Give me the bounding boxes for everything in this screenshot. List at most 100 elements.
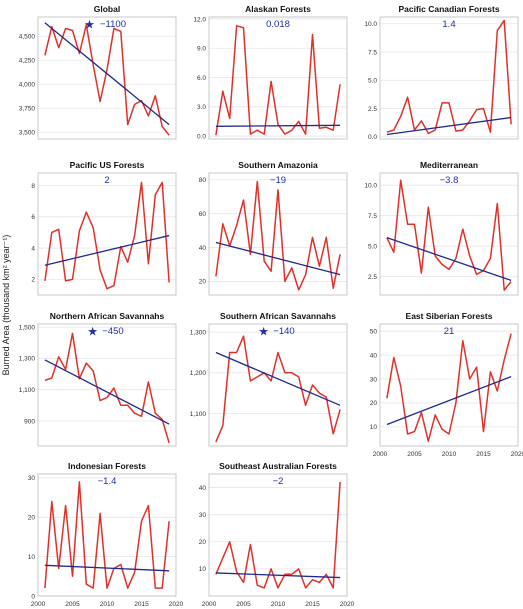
panel-northern-african: 900 1,100 1,300 1,500 Northern African Savan… [19,311,177,447]
panel-mediterranean: 2.5 5.0 7.5 10.0 Mediterranean −3.8 [364,160,519,296]
y-tick-label: 1,200 [190,370,207,377]
y-tick-label: 10 [199,566,207,573]
trend-value-label: 21 [444,326,455,337]
y-tick-label: 40 [370,352,378,359]
panel-title: Pacific Canadian Forests [398,4,499,14]
trend-line [44,359,170,425]
panel-pacific-us: 2 4 6 8 Pacific US Forests 2 [31,160,177,296]
trend-value-label: −19 [270,175,286,186]
observed-series-line [44,481,170,589]
x-tick-label: 2020 [340,601,355,608]
significance-star-icon: ★ [84,18,95,32]
y-tick-label: 6 [31,214,35,221]
trend-value-label: −140 [273,326,294,337]
y-tick-label: 900 [24,418,35,425]
plot-frame [208,172,348,296]
y-tick-label: 0.0 [368,134,377,141]
y-tick-label: 3.0 [197,104,206,111]
observed-series-line [386,333,512,442]
y-tick-label: 8 [31,183,35,190]
plot-frame [37,323,177,447]
y-tick-label: 5.0 [368,244,377,251]
x-tick-label: 2010 [100,601,115,608]
x-tick-label: 2005 [236,601,251,608]
y-tick-label: 0 [31,593,35,600]
trend-line [386,376,512,426]
trend-value-label: −1100 [100,19,126,30]
panel-title: Southern Amazonia [238,160,318,170]
trend-value-label: 0.018 [266,19,290,30]
y-tick-label: 1,100 [190,411,207,418]
trend-line [44,564,170,572]
trend-value-label: −450 [102,326,123,337]
x-tick-label: 2020 [169,601,184,608]
y-tick-label: 3,500 [19,130,36,137]
y-tick-label: 9.0 [197,46,206,53]
observed-series-line [386,179,512,291]
y-tick-label: 10 [370,424,378,431]
trend-line [215,241,341,276]
y-tick-label: 4,000 [19,82,36,89]
trend-value-label: −3.8 [440,175,459,186]
y-tick-label: 1,300 [19,356,36,363]
trend-line [386,237,512,281]
observed-series-line [44,23,170,136]
trend-line [215,572,341,579]
panel-pacific-canadian: 0.0 2.5 5.0 7.5 10.0 Pacific Canadian Forests… [364,4,519,141]
plot-frame [379,323,519,447]
significance-star-icon: ★ [258,325,269,339]
x-tick-label: 2015 [305,601,320,608]
observed-series-line [44,181,170,290]
y-tick-label: 1,500 [19,324,36,331]
trend-line [44,22,170,126]
y-tick-label: 30 [28,475,36,482]
trend-value-label: 1.4 [442,19,455,30]
plot-frame [37,473,177,597]
y-tick-label: 10.0 [364,21,377,28]
panel-east-siberian: 10 20 30 40 50 2000 2005 2010 2015 2020 East Siber… [370,311,523,458]
plot-frame [37,16,177,140]
x-tick-label: 2015 [476,451,491,458]
x-tick-label: 2010 [271,601,286,608]
trend-line [215,124,341,127]
y-tick-label: 2.5 [368,274,377,281]
y-tick-label: 40 [199,485,207,492]
y-tick-label: 60 [199,211,207,218]
x-tick-label: 2005 [65,601,80,608]
panel-indonesian: 0 10 20 30 2000 2005 2010 2015 2020 Indonesian Fo… [28,461,184,608]
y-tick-label: 20 [370,400,378,407]
y-tick-label: 50 [370,328,378,335]
y-tick-label: 20 [28,515,36,522]
plot-frame [208,473,348,597]
panel-title: Indonesian Forests [68,461,146,471]
y-tick-label: 7.5 [368,49,377,56]
y-tick-label: 3,750 [19,106,36,113]
y-tick-label: 6.0 [197,75,206,82]
panel-title: Alaskan Forests [245,4,311,14]
panel-title: Southeast Australian Forests [219,461,337,471]
panel-title: Pacific US Forests [70,160,145,170]
observed-series-line [215,335,341,443]
y-tick-label: 2.5 [368,106,377,113]
x-tick-label: 2010 [442,451,457,458]
y-tick-label: 1,300 [190,329,207,336]
y-tick-label: 10 [28,554,36,561]
trend-line [215,351,341,406]
trend-value-label: −2 [273,476,284,487]
panel-southern-amazonia: 20 40 60 80 Southern Amazonia −19 [199,160,348,296]
panel-southern-african: 1,100 1,200 1,300 Southern African Savannah… [190,311,348,447]
y-tick-label: 0.0 [197,133,206,140]
y-tick-label: 80 [199,177,207,184]
plot-frame [208,16,348,140]
observed-series-line [44,332,170,444]
panel-title: East Siberian Forests [406,311,493,321]
plot-frame [379,16,519,140]
x-tick-label: 2020 [511,451,523,458]
panel-southeast-australian: 10 20 30 40 2000 2005 2010 2015 2020 Southeast Au… [199,461,355,608]
observed-series-line [215,180,341,291]
x-tick-label: 2000 [373,451,388,458]
observed-series-line [215,482,341,589]
y-tick-label: 7.5 [368,213,377,220]
x-tick-label: 2005 [407,451,422,458]
